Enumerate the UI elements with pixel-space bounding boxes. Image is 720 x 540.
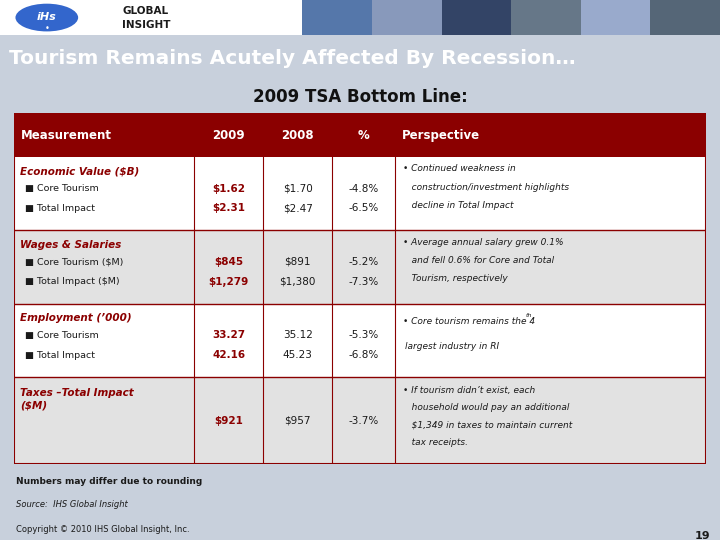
- Text: th: th: [526, 313, 532, 318]
- Text: iHs: iHs: [37, 12, 57, 22]
- Text: -4.8%: -4.8%: [348, 184, 379, 193]
- Text: largest industry in RI: largest industry in RI: [405, 342, 499, 351]
- Text: -5.2%: -5.2%: [348, 257, 379, 267]
- Text: $891: $891: [284, 257, 311, 267]
- Text: $957: $957: [284, 416, 311, 426]
- Text: $1.70: $1.70: [283, 184, 312, 193]
- Text: GLOBAL: GLOBAL: [122, 6, 168, 16]
- Text: Source:  IHS Global Insight: Source: IHS Global Insight: [16, 500, 127, 509]
- Text: ■ Total Impact: ■ Total Impact: [25, 204, 96, 213]
- Bar: [650, 0, 720, 35]
- Text: $1,380: $1,380: [279, 277, 316, 287]
- Text: 2009 TSA Bottom Line:: 2009 TSA Bottom Line:: [253, 87, 467, 106]
- Text: ■ Core Tourism: ■ Core Tourism: [25, 331, 99, 340]
- Text: construction/investment highlights: construction/investment highlights: [403, 183, 569, 192]
- Text: -6.5%: -6.5%: [348, 204, 379, 213]
- Text: 33.27: 33.27: [212, 330, 246, 340]
- Text: ■ Core Tourism: ■ Core Tourism: [25, 184, 99, 193]
- Text: 2008: 2008: [282, 129, 314, 141]
- Text: Measurement: Measurement: [22, 129, 112, 141]
- Bar: [441, 0, 511, 35]
- Text: Tourism, respectively: Tourism, respectively: [403, 274, 508, 284]
- Bar: [14, 377, 706, 464]
- Text: %: %: [358, 129, 369, 141]
- Text: decline in Total Impact: decline in Total Impact: [403, 201, 513, 210]
- Text: Taxes –Total Impact
($M): Taxes –Total Impact ($M): [20, 388, 134, 410]
- Text: $1.62: $1.62: [212, 184, 246, 193]
- Bar: [302, 0, 372, 35]
- Text: -3.7%: -3.7%: [348, 416, 379, 426]
- Text: 2009: 2009: [212, 129, 245, 141]
- Text: ■ Total Impact: ■ Total Impact: [25, 350, 96, 360]
- Text: -6.8%: -6.8%: [348, 350, 379, 360]
- Text: • If tourism didn’t exist, each: • If tourism didn’t exist, each: [403, 386, 535, 395]
- Text: 45.23: 45.23: [283, 350, 312, 360]
- Bar: [581, 0, 650, 35]
- Text: Economic Value ($B): Economic Value ($B): [20, 166, 139, 177]
- Text: $921: $921: [215, 416, 243, 426]
- Text: Copyright © 2010 IHS Global Insight, Inc.: Copyright © 2010 IHS Global Insight, Inc…: [16, 525, 189, 534]
- Text: and fell 0.6% for Core and Total: and fell 0.6% for Core and Total: [403, 256, 554, 265]
- Text: -7.3%: -7.3%: [348, 277, 379, 287]
- Text: Employment (’000): Employment (’000): [20, 313, 132, 323]
- Text: •: •: [45, 24, 49, 33]
- Ellipse shape: [14, 3, 79, 32]
- Text: ■ Total Impact ($M): ■ Total Impact ($M): [25, 277, 120, 286]
- Text: tax receipts.: tax receipts.: [403, 438, 468, 447]
- Text: $1,279: $1,279: [209, 277, 249, 287]
- Text: $2.47: $2.47: [283, 204, 312, 213]
- Text: INSIGHT: INSIGHT: [122, 21, 171, 30]
- Text: Perspective: Perspective: [402, 129, 480, 141]
- Text: Numbers may differ due to rounding: Numbers may differ due to rounding: [16, 477, 202, 486]
- Bar: [14, 231, 706, 304]
- Bar: [14, 113, 706, 157]
- Text: • Continued weakness in: • Continued weakness in: [403, 164, 516, 173]
- Text: Tourism Remains Acutely Affected By Recession…: Tourism Remains Acutely Affected By Rece…: [9, 49, 575, 69]
- Text: ■ Core Tourism ($M): ■ Core Tourism ($M): [25, 258, 124, 266]
- Text: $845: $845: [214, 257, 243, 267]
- Bar: [14, 304, 706, 377]
- Text: $1,349 in taxes to maintain current: $1,349 in taxes to maintain current: [403, 421, 572, 430]
- Text: 35.12: 35.12: [283, 330, 312, 340]
- Text: 42.16: 42.16: [212, 350, 246, 360]
- Text: Wages & Salaries: Wages & Salaries: [20, 240, 121, 250]
- Text: -5.3%: -5.3%: [348, 330, 379, 340]
- Text: • Average annual salary grew 0.1%: • Average annual salary grew 0.1%: [403, 238, 563, 247]
- Bar: [511, 0, 581, 35]
- Text: • Core tourism remains the 4: • Core tourism remains the 4: [403, 317, 535, 326]
- Text: $2.31: $2.31: [212, 204, 246, 213]
- Text: 19: 19: [694, 531, 710, 540]
- FancyBboxPatch shape: [0, 0, 302, 35]
- Bar: [372, 0, 441, 35]
- Bar: [14, 157, 706, 231]
- Text: household would pay an additional: household would pay an additional: [403, 403, 570, 413]
